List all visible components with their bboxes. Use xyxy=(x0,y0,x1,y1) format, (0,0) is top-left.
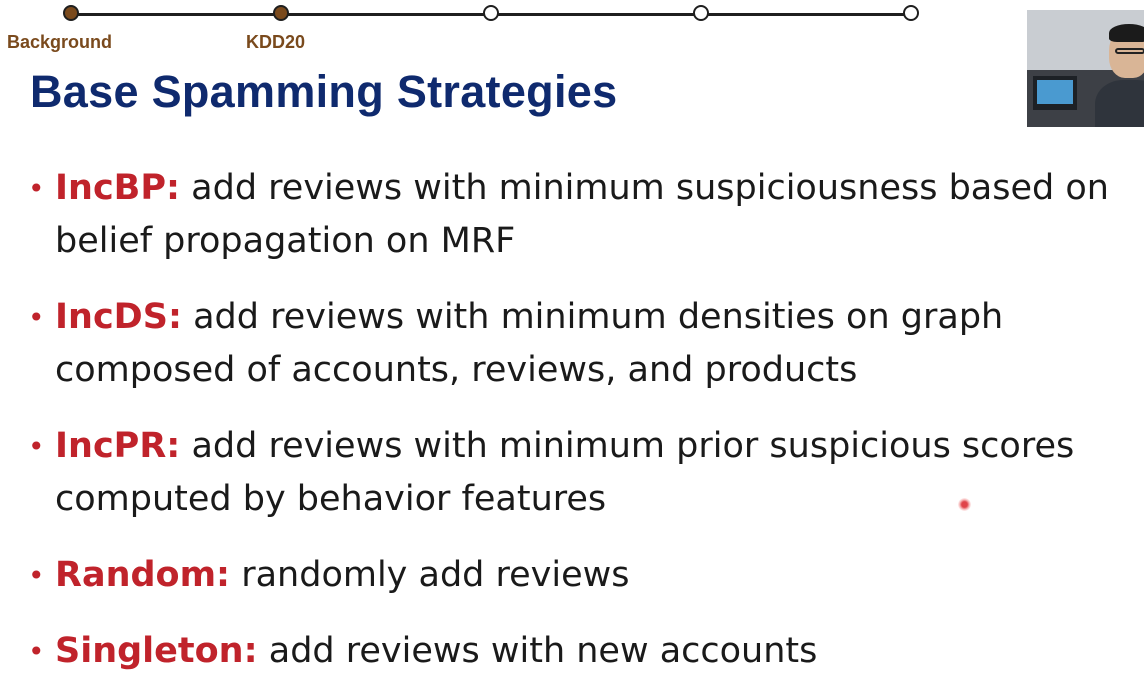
bullet-dot-icon: • xyxy=(28,172,45,205)
progress-step-3-icon[interactable] xyxy=(483,5,499,21)
list-item-random: • Random: randomly add reviews xyxy=(28,549,1138,602)
bullet-dot-icon: • xyxy=(28,301,45,334)
strategy-description: randomly add reviews xyxy=(241,555,630,595)
strategy-term: Random: xyxy=(55,555,231,595)
strategy-term: IncPR: xyxy=(55,426,181,466)
list-item-incds: • IncDS: add reviews with minimum densit… xyxy=(28,291,1138,397)
progress-step-4-icon[interactable] xyxy=(693,5,709,21)
strategy-term: IncDS: xyxy=(55,297,182,337)
presenter-webcam-thumbnail xyxy=(1027,10,1144,127)
strategy-description: add reviews with minimum densities on gr… xyxy=(193,297,1004,337)
strategy-description-cont: computed by behavior features xyxy=(55,479,607,519)
strategy-description-cont: composed of accounts, reviews, and produ… xyxy=(55,350,858,390)
strategy-description: add reviews with new accounts xyxy=(268,631,818,671)
laser-pointer-icon xyxy=(958,498,971,511)
strategy-term: Singleton: xyxy=(55,631,258,671)
bullet-dot-icon: • xyxy=(28,430,45,463)
progress-step-kdd20-label[interactable]: KDD20 xyxy=(246,32,306,52)
strategy-list: • IncBP: add reviews with minimum suspic… xyxy=(28,162,1138,678)
list-item-singleton: • Singleton: add reviews with new accoun… xyxy=(28,625,1138,678)
bullet-dot-icon: • xyxy=(28,559,45,592)
progress-step-5-icon[interactable] xyxy=(903,5,919,21)
section-progress-bar: Background KDD20 xyxy=(0,0,1144,60)
strategy-term: IncBP: xyxy=(55,168,181,208)
bullet-dot-icon: • xyxy=(28,635,45,668)
list-item-incbp: • IncBP: add reviews with minimum suspic… xyxy=(28,162,1138,268)
slide-title: Base Spamming Strategies xyxy=(30,66,618,117)
list-item-incpr: • IncPR: add reviews with minimum prior … xyxy=(28,420,1138,526)
strategy-description: add reviews with minimum prior suspiciou… xyxy=(191,426,1075,466)
progress-step-background-icon[interactable] xyxy=(63,5,79,21)
strategy-description-cont: belief propagation on MRF xyxy=(55,221,516,261)
strategy-description: add reviews with minimum suspiciousness … xyxy=(191,168,1109,208)
progress-step-background-label[interactable]: Background xyxy=(7,32,113,52)
progress-step-kdd20-icon[interactable] xyxy=(273,5,289,21)
